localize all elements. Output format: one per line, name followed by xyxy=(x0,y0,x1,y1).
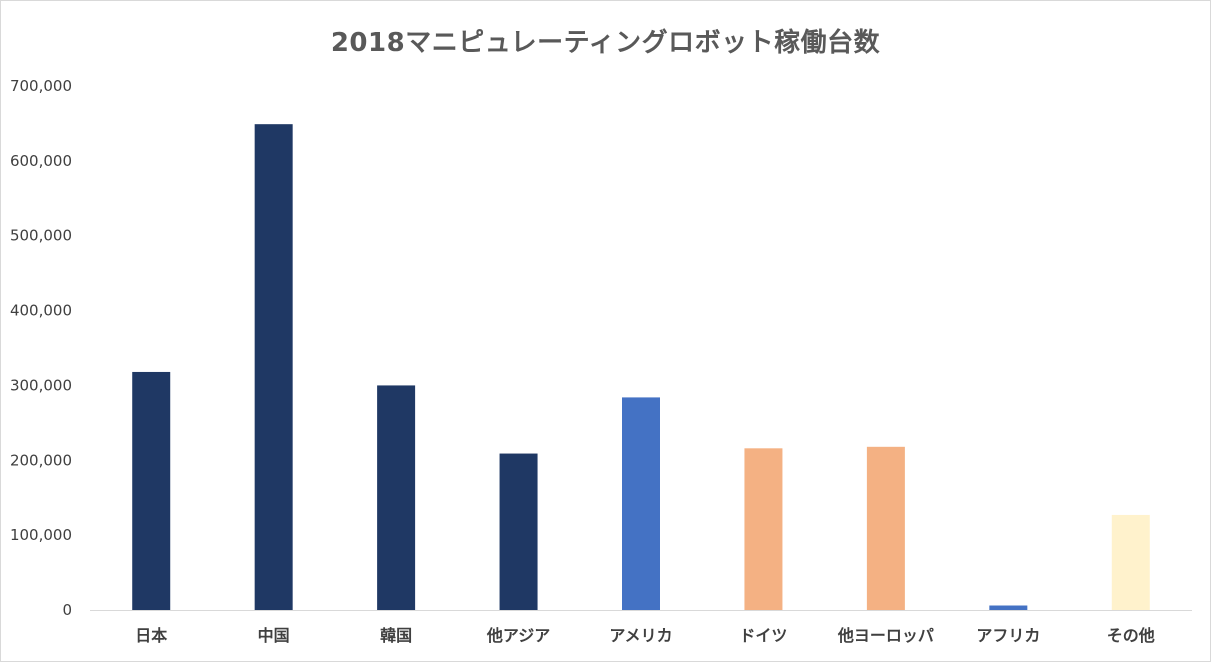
bar xyxy=(499,453,538,610)
bar xyxy=(989,605,1028,610)
bar xyxy=(622,397,660,610)
y-tick-label: 400,000 xyxy=(10,302,72,320)
x-category-label: 他アジア xyxy=(486,626,550,645)
x-category-label: 日本 xyxy=(135,626,167,645)
chart-title: 2018マニピュレーティングロボット稼働台数 xyxy=(330,28,881,58)
x-category-label: アフリカ xyxy=(976,626,1040,645)
x-category-label: 韓国 xyxy=(380,626,412,645)
y-tick-label: 700,000 xyxy=(10,77,72,95)
x-category-label: 中国 xyxy=(258,626,290,645)
x-category-label: ドイツ xyxy=(739,626,787,645)
x-category-label: その他 xyxy=(1107,626,1155,645)
bar xyxy=(1111,514,1150,610)
y-tick-label: 0 xyxy=(62,601,72,619)
x-category-label: アメリカ xyxy=(609,626,672,645)
bar xyxy=(744,448,783,610)
y-tick-label: 600,000 xyxy=(10,152,72,170)
bar xyxy=(254,124,293,611)
bar xyxy=(866,446,905,610)
y-tick-label: 200,000 xyxy=(10,451,72,469)
y-tick-label: 500,000 xyxy=(10,227,72,245)
bar xyxy=(377,385,416,610)
bar xyxy=(132,371,171,610)
y-tick-label: 300,000 xyxy=(10,376,72,394)
x-category-label: 他ヨーロッパ xyxy=(837,626,934,645)
y-tick-label: 100,000 xyxy=(10,526,72,544)
